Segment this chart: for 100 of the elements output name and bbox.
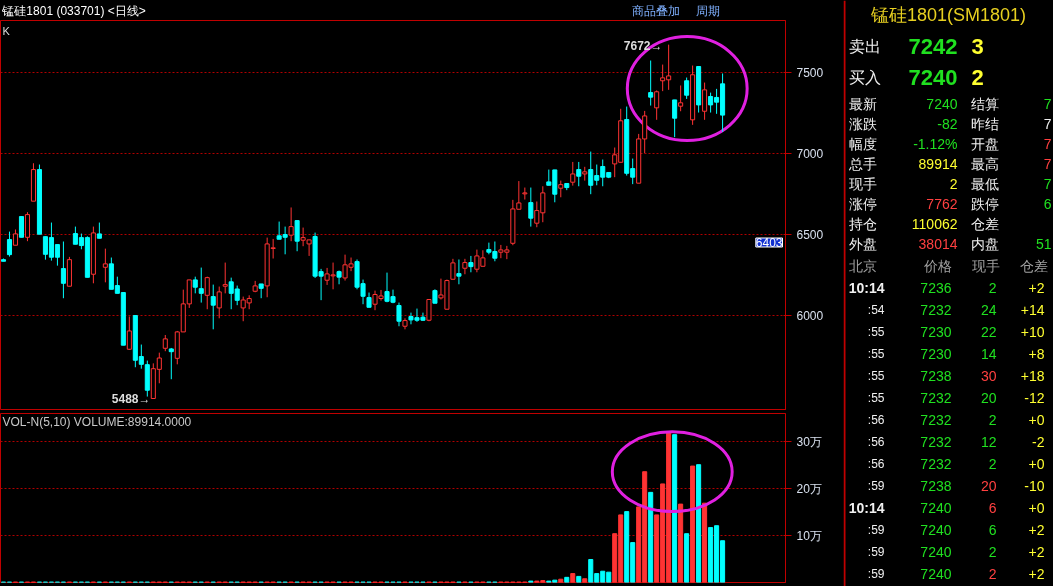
text: 7 [1043, 175, 1052, 192]
text: 开盘 [970, 135, 999, 152]
text: 7240 [908, 65, 958, 90]
text: 最高 [970, 155, 999, 172]
text: 现手 [971, 257, 1000, 274]
text: :56 [867, 456, 885, 471]
text: 2 [988, 543, 997, 560]
text: 89914 [918, 155, 958, 172]
text: +14 [1020, 301, 1045, 318]
text: 6 [988, 521, 997, 538]
text: :59 [867, 544, 885, 559]
text: 7240 [920, 499, 952, 516]
text: 24 [980, 301, 997, 318]
text: 2 [988, 411, 997, 428]
text: 7238 [920, 477, 952, 494]
y-tick-label: 6500 [796, 228, 824, 243]
text: +0 [1028, 499, 1045, 516]
text: 价格 [922, 257, 952, 274]
text: +2 [1028, 543, 1045, 560]
text: -10 [1024, 477, 1045, 494]
text: 7238 [920, 367, 952, 384]
text: 110062 [911, 215, 958, 232]
text: +0 [1028, 455, 1045, 472]
annotation: 6403 [755, 236, 783, 250]
text: 7236 [920, 279, 952, 296]
y-tick-label: 10万 [796, 528, 822, 543]
text: 7240 [926, 95, 958, 112]
text: 外盘 [848, 235, 877, 252]
text: 3 [971, 34, 984, 59]
annotation: VOL-N(5,10) VOLUME:89914.0000 [2, 414, 192, 429]
text: 7 [1043, 155, 1052, 172]
text: :55 [867, 368, 885, 383]
text: 总手 [847, 155, 877, 172]
text: 周期 [696, 3, 721, 18]
text: 20 [980, 477, 997, 494]
text: 昨结 [970, 115, 999, 132]
text: 内盘 [970, 235, 999, 252]
y-tick-label: 6000 [796, 309, 824, 324]
text: +2 [1028, 279, 1045, 296]
text: 7232 [920, 411, 952, 428]
text: 10:14 [848, 279, 885, 296]
text: 幅度 [848, 135, 877, 152]
text: 30 [980, 367, 997, 384]
text: -82 [937, 115, 958, 132]
text: +8 [1028, 345, 1045, 362]
text: :55 [867, 324, 885, 339]
text: 持仓 [848, 215, 877, 232]
text: 7240 [920, 565, 952, 582]
text: 7232 [920, 389, 952, 406]
text: 2 [988, 455, 997, 472]
text: :54 [867, 302, 885, 317]
text: :55 [867, 390, 885, 405]
text: 2 [988, 565, 997, 582]
text: 买入 [848, 69, 881, 86]
text: 7 [1043, 95, 1052, 112]
text: 7232 [920, 301, 952, 318]
text: 38014 [918, 235, 958, 252]
text: -12 [1024, 389, 1045, 406]
text: 涨停 [848, 195, 877, 212]
text: 现手 [848, 175, 877, 192]
text: 20 [980, 389, 997, 406]
text: 仓差 [970, 215, 999, 232]
y-tick-label: 7500 [796, 66, 824, 81]
text: :59 [867, 566, 885, 581]
text: 北京 [848, 257, 877, 274]
text: 7232 [920, 433, 952, 450]
text: 7242 [908, 34, 958, 59]
text: 7230 [920, 345, 952, 362]
text: 7 [1043, 135, 1052, 152]
text: 跌停 [970, 195, 999, 212]
text: 2 [988, 279, 997, 296]
text: 锰硅1801(SM1801) [869, 4, 1027, 25]
text: :56 [867, 412, 885, 427]
text: 卖出 [848, 38, 881, 55]
text: 12 [980, 433, 997, 450]
text: 7762 [926, 195, 958, 212]
text: 最新 [848, 95, 877, 112]
text: 7232 [920, 455, 952, 472]
text: 7 [1043, 115, 1052, 132]
text: +10 [1020, 323, 1045, 340]
text: 仓差 [1019, 257, 1048, 274]
text: +2 [1028, 565, 1045, 582]
y-tick-label: 30万 [796, 434, 822, 449]
text: 涨跌 [848, 115, 877, 132]
text: -1.12% [913, 135, 958, 152]
text: :55 [867, 346, 885, 361]
text: 7230 [920, 323, 952, 340]
text: 7240 [920, 543, 952, 560]
text: 51 [1035, 235, 1052, 252]
text: :59 [867, 478, 885, 493]
text: 7240 [920, 521, 952, 538]
text: 2 [949, 175, 958, 192]
text: -2 [1032, 433, 1045, 450]
text: 14 [980, 345, 997, 362]
text: 商品叠加 [631, 3, 680, 18]
text: 最低 [970, 175, 999, 192]
text: 6 [988, 499, 997, 516]
text: 2 [971, 65, 984, 90]
annotation: 5488→ [111, 391, 151, 406]
text: +0 [1028, 411, 1045, 428]
